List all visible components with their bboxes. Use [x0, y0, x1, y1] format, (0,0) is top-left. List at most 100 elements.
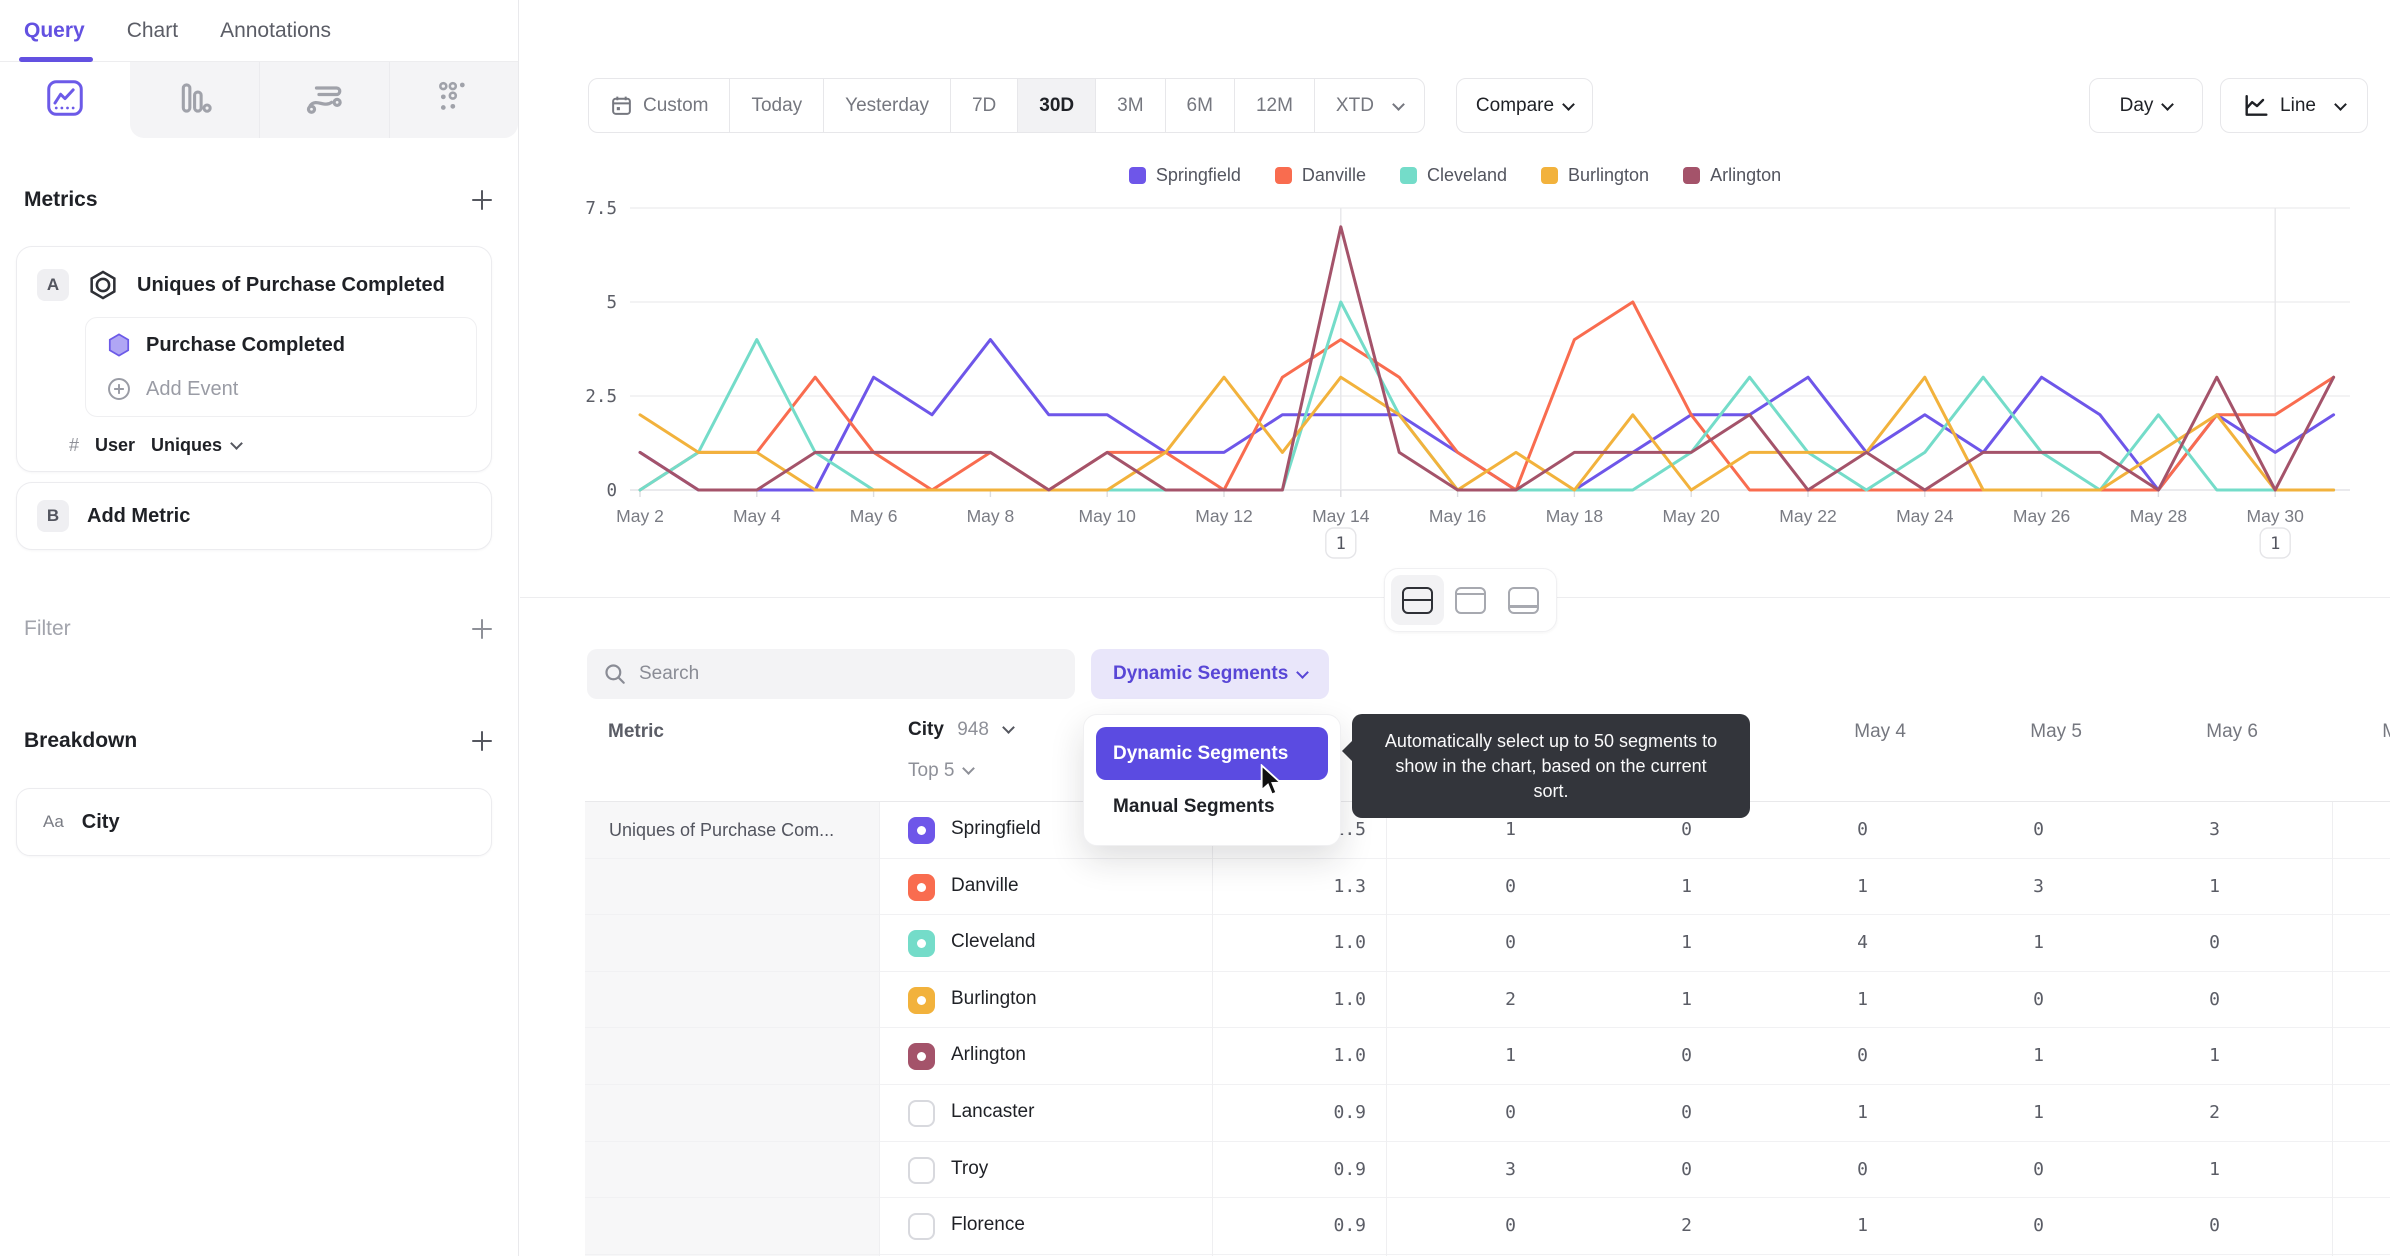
day-value: 1 — [1681, 988, 1692, 1010]
legend-swatch — [1541, 167, 1559, 184]
day-value: 0 — [1681, 1101, 1692, 1123]
measure-type-dropdown[interactable]: Uniques — [151, 435, 243, 456]
layout-table-bottom-button[interactable] — [1497, 575, 1550, 625]
day-value: 4 — [1857, 932, 1868, 954]
chart-legend: Springfield Danville Cleveland Burlington Ar… — [520, 165, 2390, 186]
segment-name: Lancaster — [951, 1100, 1035, 1122]
legend-item-burlington[interactable]: Burlington — [1541, 165, 1649, 186]
svg-text:May 24: May 24 — [1896, 506, 1954, 526]
day-value: 1 — [2033, 1045, 2044, 1067]
segment-checkbox-burlington[interactable] — [908, 986, 935, 1014]
tab-chart[interactable]: Chart — [126, 18, 179, 42]
range-button-yesterday[interactable]: Yesterday — [823, 79, 950, 132]
day-value: 0 — [1857, 819, 1868, 840]
event-row[interactable]: Purchase Completed — [106, 332, 456, 358]
chart-style-dropdown[interactable]: Line — [2220, 78, 2368, 133]
granularity-dropdown[interactable]: Day — [2089, 78, 2203, 133]
date-range-control: Custom Today Yesterday 7D 30D 3M 6M 12M XTD — [588, 78, 1425, 133]
range-button-xtd[interactable]: XTD — [1313, 79, 1424, 132]
range-button-6m[interactable]: 6M — [1164, 79, 1234, 132]
chart-top-layout-icon — [1455, 586, 1486, 614]
day-header-may-4[interactable]: May 4 — [1854, 721, 1906, 742]
segment-checkbox-springfield[interactable] — [908, 817, 935, 844]
chart-type-line-tab[interactable] — [0, 62, 130, 138]
metric-b-card[interactable]: B Add Metric — [16, 482, 492, 550]
day-value: 0 — [2033, 819, 2044, 840]
filter-section-title: Filter — [24, 617, 71, 640]
add-event-row[interactable]: Add Event — [106, 376, 456, 402]
day-value: 1 — [2209, 875, 2220, 897]
layout-chart-top-button[interactable] — [1444, 575, 1497, 625]
legend-item-arlington[interactable]: Arlington — [1683, 165, 1781, 186]
legend-swatch — [1683, 167, 1701, 184]
kebab-menu-icon[interactable] — [459, 810, 465, 834]
svg-text:May 26: May 26 — [2013, 506, 2070, 526]
day-value: 0 — [2209, 988, 2220, 1010]
segments-mode-menu: Dynamic Segments Manual Segments — [1083, 714, 1341, 846]
metric-b-badge: B — [37, 500, 69, 532]
segment-checkbox-danville[interactable] — [908, 873, 935, 901]
legend-item-springfield[interactable]: Springfield — [1128, 165, 1241, 186]
legend-item-cleveland[interactable]: Cleveland — [1399, 165, 1507, 186]
svg-text:May 28: May 28 — [2130, 506, 2187, 526]
day-header-may-6[interactable]: May 6 — [2206, 721, 2258, 742]
day-value: 1 — [1857, 1101, 1868, 1123]
add-breakdown-plus-button[interactable] — [470, 729, 494, 753]
metric-group-cell: Uniques of Purchase Com... — [585, 802, 879, 1256]
segments-mode-button[interactable]: Dynamic Segments — [1091, 649, 1330, 699]
day-header-may-5[interactable]: May 5 — [2030, 721, 2082, 742]
search-icon — [603, 662, 627, 686]
layout-split-button[interactable] — [1391, 575, 1444, 625]
segment-checkbox-arlington[interactable] — [908, 1043, 935, 1071]
measure-user-label[interactable]: User — [95, 435, 136, 455]
segment-checkbox-florence[interactable] — [908, 1213, 935, 1241]
chart-type-stream-tab[interactable] — [259, 62, 389, 138]
dynamic-segments-tooltip: Automatically select up to 50 segments t… — [1342, 714, 1750, 819]
chart-type-bar-tab[interactable] — [130, 62, 260, 138]
segment-checkbox-lancaster[interactable] — [908, 1099, 935, 1127]
annotation-badge[interactable]: 1 — [1325, 527, 1357, 559]
segment-checkbox-troy[interactable] — [908, 1156, 935, 1184]
table-row-springfield: Springfield 1.5 1 0 0 0 3 — [585, 802, 2390, 859]
svg-text:May 4: May 4 — [733, 506, 781, 526]
svg-text:0: 0 — [606, 481, 617, 501]
menu-item-manual-segments[interactable]: Manual Segments — [1113, 795, 1275, 817]
breakdown-city-card[interactable]: Aa City — [16, 788, 492, 856]
range-button-today[interactable]: Today — [729, 79, 823, 132]
chart-type-tabs — [0, 62, 518, 138]
chart-type-scatter-tab[interactable] — [388, 62, 519, 138]
group-by-header[interactable]: City 948 — [908, 719, 1016, 741]
tab-annotations[interactable]: Annotations — [220, 18, 331, 42]
legend-swatch — [1274, 167, 1292, 184]
search-input[interactable] — [639, 663, 1059, 685]
metric-a-card[interactable]: A Uniques of Purchase Completed — [16, 246, 492, 472]
compare-button[interactable]: Compare — [1456, 78, 1593, 133]
annotation-badge[interactable]: 1 — [2259, 527, 2291, 559]
metric-hexagon-icon — [87, 269, 119, 301]
top-n-dropdown[interactable]: Top 5 — [908, 760, 976, 782]
menu-item-dynamic-segments[interactable]: Dynamic Segments — [1096, 727, 1328, 780]
line-chart[interactable]: 0 2.5 5 7.5 May 2 May 4 May 6 May 8 May 10 May 12… — [519, 140, 2390, 600]
chart-type-tabs-inactive-group — [129, 62, 519, 138]
day-value: 1 — [1857, 875, 1868, 897]
main-panel: Custom Today Yesterday 7D 30D 3M 6M 12M XTD Comp… — [520, 0, 2390, 1256]
day-value: 1 — [1857, 988, 1868, 1010]
segment-checkbox-cleveland[interactable] — [908, 930, 935, 958]
range-button-7d[interactable]: 7D — [949, 79, 1017, 132]
avg-value: 1.0 — [1333, 932, 1366, 954]
range-button-12m[interactable]: 12M — [1233, 79, 1314, 132]
day-value: 1 — [2209, 1158, 2220, 1180]
avg-value: 0.9 — [1333, 1158, 1366, 1180]
svg-text:2.5: 2.5 — [585, 387, 617, 407]
range-button-custom[interactable]: Custom — [589, 79, 729, 132]
range-button-30d[interactable]: 30D — [1017, 79, 1096, 132]
legend-label: Arlington — [1710, 165, 1782, 185]
tab-query[interactable]: Query — [19, 18, 93, 62]
range-button-3m[interactable]: 3M — [1095, 79, 1164, 132]
add-metric-plus-button[interactable] — [470, 188, 494, 212]
legend-item-danville[interactable]: Danville — [1274, 165, 1366, 186]
day-header-may-7[interactable]: May 7 — [2266, 721, 2390, 743]
add-filter-plus-button[interactable] — [470, 617, 494, 641]
svg-text:1: 1 — [2270, 534, 2280, 554]
